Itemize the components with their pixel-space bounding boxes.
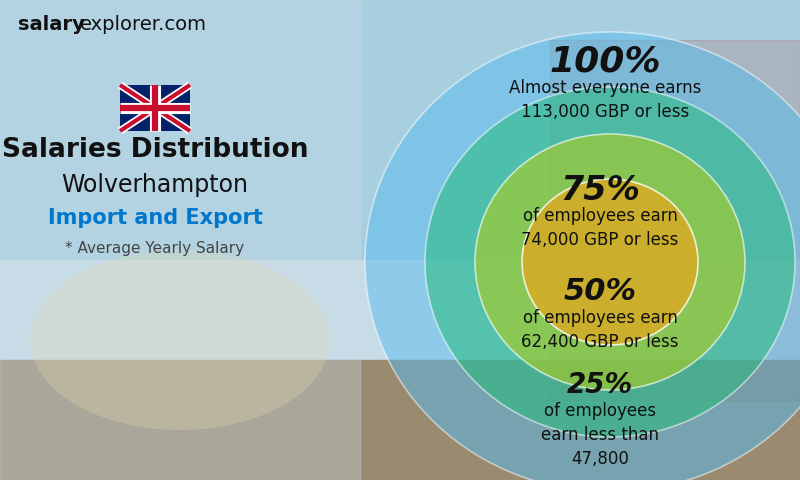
Bar: [0, 360, 800, 480]
Text: 25%: 25%: [567, 371, 633, 399]
Text: 62,400 GBP or less: 62,400 GBP or less: [522, 333, 678, 351]
Text: 50%: 50%: [563, 277, 637, 307]
Text: 100%: 100%: [549, 45, 661, 79]
Bar: [550, 40, 800, 400]
Ellipse shape: [425, 87, 795, 437]
Bar: [120, 85, 190, 131]
Text: 74,000 GBP or less: 74,000 GBP or less: [522, 231, 678, 249]
Text: Almost everyone earns: Almost everyone earns: [509, 79, 701, 97]
Text: explorer.com: explorer.com: [80, 15, 207, 34]
Text: 47,800: 47,800: [571, 450, 629, 468]
Text: of employees earn: of employees earn: [522, 207, 678, 225]
Text: of employees earn: of employees earn: [522, 309, 678, 327]
Ellipse shape: [522, 179, 698, 345]
Text: 113,000 GBP or less: 113,000 GBP or less: [521, 103, 689, 121]
Text: of employees: of employees: [544, 402, 656, 420]
Ellipse shape: [475, 134, 745, 390]
Text: Import and Export: Import and Export: [47, 208, 262, 228]
Text: Wolverhampton: Wolverhampton: [62, 173, 249, 197]
Text: earn less than: earn less than: [541, 426, 659, 444]
Bar: [0, 0, 360, 480]
Text: Salaries Distribution: Salaries Distribution: [2, 137, 308, 163]
Ellipse shape: [365, 32, 800, 480]
Text: * Average Yearly Salary: * Average Yearly Salary: [66, 240, 245, 255]
Bar: [0, 260, 800, 360]
Text: 75%: 75%: [560, 173, 640, 206]
Text: salary: salary: [18, 15, 85, 34]
Ellipse shape: [30, 250, 330, 430]
Bar: [0, 0, 800, 260]
